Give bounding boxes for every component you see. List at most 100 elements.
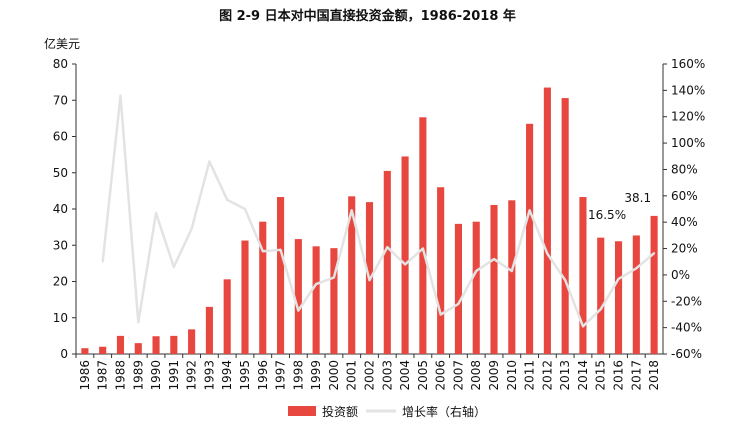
growth-rate-point-1996 bbox=[261, 250, 264, 253]
x-tick-label: 2010 bbox=[505, 360, 519, 391]
right-tick-label: -20% bbox=[671, 294, 702, 308]
right-tick-label: -40% bbox=[671, 321, 702, 335]
right-tick-label: 0% bbox=[671, 268, 690, 282]
growth-rate-point-2004 bbox=[404, 263, 407, 266]
x-tick-label: 2016 bbox=[612, 360, 626, 391]
bar-2008 bbox=[472, 221, 480, 354]
bar-2014 bbox=[579, 197, 587, 354]
left-tick-label: 80 bbox=[53, 57, 68, 71]
left-tick-label: 0 bbox=[60, 347, 68, 361]
x-tick-label: 1988 bbox=[113, 360, 127, 391]
growth-rate-point-2014 bbox=[581, 325, 584, 328]
right-tick-label: 160% bbox=[671, 57, 705, 71]
right-tick-label: 60% bbox=[671, 189, 698, 203]
growth-rate-point-1987 bbox=[101, 260, 104, 263]
growth-rate-point-1995 bbox=[243, 208, 246, 210]
growth-rate-point-2015 bbox=[599, 308, 602, 311]
right-tick-label: 40% bbox=[671, 215, 698, 229]
bar-2000 bbox=[330, 248, 338, 354]
growth-rate-point-2005 bbox=[421, 247, 424, 250]
growth-rate-point-2013 bbox=[564, 279, 567, 282]
growth-rate-point-2002 bbox=[368, 279, 371, 282]
left-tick-label: 50 bbox=[53, 166, 68, 180]
bar-2001 bbox=[348, 196, 356, 354]
bar-2017 bbox=[632, 235, 640, 354]
x-tick-label: 2018 bbox=[647, 360, 661, 391]
bar-1986 bbox=[81, 348, 89, 354]
bar-2004 bbox=[401, 156, 409, 354]
bar-2018 bbox=[650, 215, 658, 354]
legend-label-growth: 增长率（右轴） bbox=[402, 404, 486, 419]
growth-rate-point-2006 bbox=[439, 313, 442, 316]
growth-rate-point-2008 bbox=[475, 269, 478, 272]
bar-2003 bbox=[383, 170, 391, 354]
bar-2012 bbox=[543, 87, 551, 354]
x-tick-label: 2011 bbox=[523, 360, 537, 391]
x-tick-label: 2005 bbox=[416, 360, 430, 391]
growth-rate-point-1990 bbox=[155, 211, 158, 214]
x-tick-label: 2017 bbox=[629, 360, 643, 391]
growth-rate-point-1989 bbox=[137, 321, 140, 324]
x-tick-label: 1990 bbox=[149, 360, 163, 391]
bar-2005 bbox=[419, 117, 427, 354]
x-tick-label: 1991 bbox=[167, 360, 181, 391]
growth-rate-point-2009 bbox=[493, 258, 496, 261]
bar-1988 bbox=[116, 335, 125, 354]
right-tick-label: 120% bbox=[671, 110, 705, 124]
x-tick-label: 1995 bbox=[238, 360, 252, 391]
right-tick-label: 100% bbox=[671, 136, 705, 150]
growth-rate-point-2016 bbox=[617, 277, 620, 280]
annotation-bar-2018: 38.1 bbox=[624, 191, 651, 205]
x-tick-label: 1998 bbox=[291, 360, 305, 391]
left-tick-label: 60 bbox=[53, 130, 68, 144]
growth-rate-point-2007 bbox=[457, 302, 460, 305]
bar-2010 bbox=[508, 200, 516, 354]
right-tick-label: -60% bbox=[671, 347, 702, 361]
growth-rate-point-2003 bbox=[386, 246, 389, 249]
x-tick-label: 2006 bbox=[434, 360, 448, 391]
bar-1993 bbox=[205, 306, 213, 354]
x-tick-label: 2012 bbox=[540, 360, 554, 391]
x-tick-label: 1997 bbox=[274, 360, 288, 391]
bar-2006 bbox=[437, 187, 445, 354]
x-tick-label: 2014 bbox=[576, 360, 590, 391]
growth-rate-point-1991 bbox=[172, 266, 175, 268]
left-tick-label: 30 bbox=[53, 238, 68, 252]
x-tick-label: 2003 bbox=[380, 360, 394, 391]
bar-1990 bbox=[152, 336, 160, 354]
bar-2015 bbox=[597, 237, 605, 354]
x-tick-label: 2008 bbox=[469, 360, 483, 391]
growth-rate-point-1992 bbox=[190, 227, 193, 230]
bar-2007 bbox=[454, 223, 462, 354]
legend-label-investment: 投资额 bbox=[322, 404, 358, 419]
growth-rate-point-1988 bbox=[119, 94, 122, 97]
bar-2016 bbox=[614, 241, 623, 354]
x-tick-label: 2007 bbox=[451, 360, 465, 391]
bar-1996 bbox=[259, 221, 267, 354]
bar-1989 bbox=[134, 343, 142, 354]
x-tick-label: 1993 bbox=[202, 360, 216, 391]
legend-swatch-investment bbox=[288, 406, 316, 416]
chart-title: 图 2-9 日本对中国直接投资金额，1986-2018 年 bbox=[219, 9, 516, 24]
bar-1998 bbox=[294, 239, 302, 354]
bar-1995 bbox=[241, 240, 249, 354]
left-tick-label: 10 bbox=[53, 311, 68, 325]
x-tick-label: 1986 bbox=[78, 360, 92, 391]
growth-rate-line bbox=[101, 94, 655, 328]
growth-rate-point-2011 bbox=[528, 209, 531, 212]
growth-rate-point-2012 bbox=[546, 252, 549, 255]
bar-1987 bbox=[99, 346, 107, 354]
growth-rate-point-1994 bbox=[226, 198, 229, 201]
growth-rate-point-2017 bbox=[635, 267, 638, 270]
x-tick-label: 1999 bbox=[309, 360, 323, 391]
x-tick-label: 1992 bbox=[185, 360, 199, 391]
growth-rate-point-2018 bbox=[653, 252, 656, 255]
left-axis-label: 亿美元 bbox=[44, 36, 80, 51]
growth-rate-point-1999 bbox=[315, 283, 318, 286]
bar-2011 bbox=[526, 123, 534, 354]
x-tick-label: 2013 bbox=[558, 360, 572, 391]
x-tick-label: 1994 bbox=[220, 360, 234, 391]
growth-rate-point-1997 bbox=[279, 248, 282, 251]
